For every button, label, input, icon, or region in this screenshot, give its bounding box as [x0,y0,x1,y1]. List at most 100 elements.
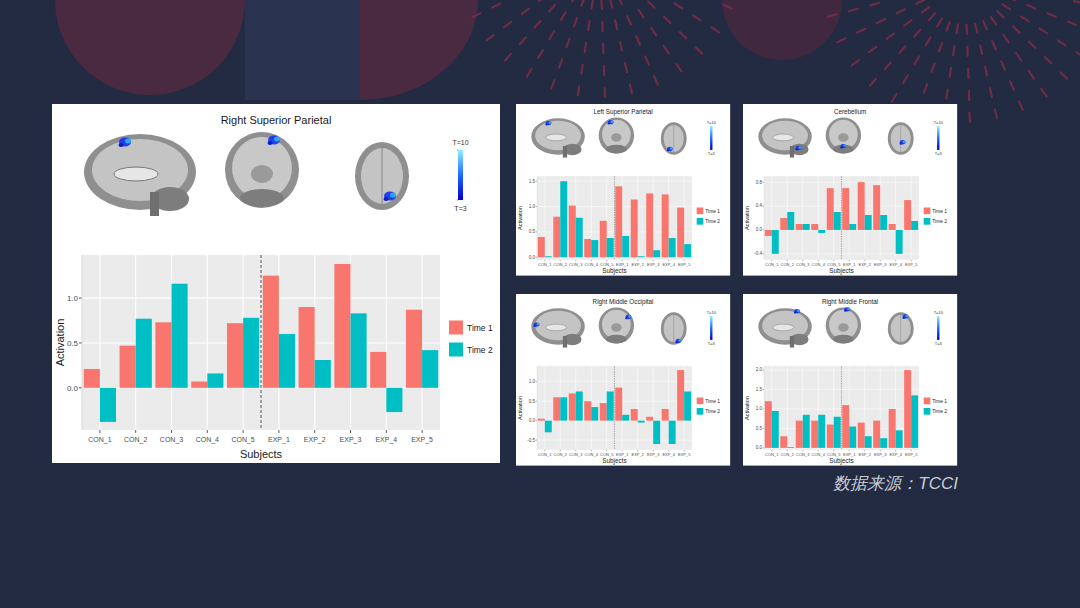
legend-key [449,321,463,335]
bar [834,417,841,448]
chart-title: Cerebellum [834,108,866,115]
y-axis-title: Activation [517,396,523,420]
deco-dash [638,10,643,17]
bar [780,436,787,448]
y-tick-label: 1.0 [529,379,536,384]
deco-dash [837,38,845,42]
legend-label: Time 2 [932,409,947,414]
brain-outline [758,118,812,154]
brain-callosum [546,134,567,141]
deco-dash [588,21,589,30]
deco-dash [574,18,577,26]
deco-dash [1001,61,1005,69]
deco-dash [1029,71,1034,78]
colorbar-label: T=3 [708,151,716,156]
brain-sagittal [84,134,196,216]
brain-ventricle [611,323,622,332]
colorbar-tick [457,150,458,151]
deco-dash [887,34,894,39]
legend-key [924,207,931,214]
deco-dash [1003,35,1008,42]
bar [386,388,402,412]
legend-key [697,207,704,214]
activation-blob [900,143,902,145]
colorbar-tick [709,149,710,150]
bar [880,438,887,448]
deco-dash [903,75,908,83]
chart-title: Left Superior Parietal [593,108,652,116]
activation-blob [844,307,850,311]
deco-dash [969,113,972,122]
activation-blob [268,141,273,145]
activation-blob [903,141,906,143]
x-tick-label: CON_2 [781,452,795,457]
y-tick [79,387,82,388]
brain-cortex [891,125,911,152]
deco-dash [1029,42,1035,48]
deco-dash [915,56,920,64]
y-tick-label: 0.0 [756,227,763,232]
y-tick [536,420,537,421]
bar [896,230,903,254]
y-tick-label: 0.4 [756,203,763,208]
x-tick-label: EXP_4 [662,262,675,267]
legend-key [924,397,931,404]
activation-blob [843,144,846,146]
x-tick-label: EXP_5 [678,262,691,267]
x-tick [880,450,881,451]
legend-label: Time 1 [705,399,720,404]
legend-label: Time 1 [467,323,493,333]
brain-outline [225,132,299,208]
x-tick [314,430,315,433]
bar [191,382,207,388]
deco-dash [950,68,951,77]
colorbar-tick [709,315,710,316]
x-tick [544,260,545,261]
activation-blob [675,341,677,343]
chart-panel: Left Superior ParietalT=10T=30.00.51.01.… [516,104,730,276]
deco-dash [899,46,905,53]
y-tick-label: 0.5 [529,229,536,234]
deco-dash [1074,1,1080,3]
x-tick-label: CON_2 [124,436,147,444]
x-tick [653,260,654,261]
legend-label: Time 2 [467,345,493,355]
bar [677,370,684,421]
y-tick-label: 1.5 [529,179,536,184]
brain-outline [826,117,861,153]
panel-background [743,294,957,466]
x-tick-label: CON_3 [160,436,183,444]
activation-blob [840,147,842,149]
y-tick-label: 0.0 [529,255,536,260]
x-tick-label: EXP_1 [843,262,856,267]
bar [811,421,818,448]
brain-axial [888,312,914,345]
bar [684,244,691,257]
deco-arc [360,0,478,100]
chart-title: Right Middle Frontal [822,298,878,306]
brain-cortex [361,148,403,204]
deco-dash [600,0,603,9]
y-tick-label: 1.5 [756,387,763,392]
bar [765,230,772,236]
panel-background [52,104,500,463]
bar [772,230,779,254]
deco-dash [990,88,992,97]
bar [653,250,660,257]
deco-dash [968,91,971,100]
y-tick-label: 0.5 [756,426,763,431]
bar [896,430,903,448]
brain-axial [355,142,409,210]
bar [653,421,660,444]
bar [904,200,911,230]
deco-dash [592,0,593,8]
group-separator [841,366,842,450]
activation-blob [676,339,682,343]
deco-dash [527,69,532,77]
deco-dash [1010,81,1014,89]
brain-cerebellum [606,335,627,344]
deco-dash [1058,40,1066,45]
bar [818,415,825,448]
y-axis-title: Activation [744,206,750,230]
chart-title: Right Middle Occipital [593,298,654,306]
